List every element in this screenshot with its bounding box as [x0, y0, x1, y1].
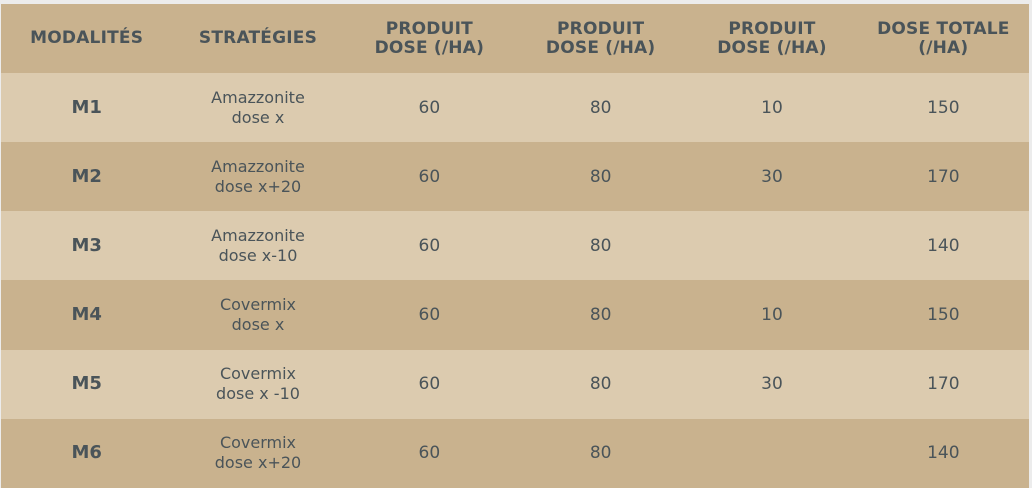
dose-totale-cell: 150 — [857, 280, 1029, 350]
table-row: M3 Amazzonite dose x-10 60 80 140 — [1, 211, 1029, 281]
table-row: M6 Covermix dose x+20 60 80 140 — [1, 418, 1029, 488]
strategie-dose: dose x — [231, 107, 285, 127]
strategie-cell: Covermix dose x+20 — [172, 418, 344, 488]
strategie-product: Covermix — [219, 364, 297, 384]
strategie-product: Covermix — [219, 295, 297, 315]
produit-3-cell: 30 — [686, 142, 858, 212]
strategie-cell: Covermix dose x — [172, 280, 344, 350]
produit-3-cell: 30 — [686, 349, 858, 419]
produit-2-cell: 80 — [514, 418, 687, 488]
header-produit-2: PRODUIT DOSE (/HA) — [514, 4, 687, 73]
modalite-cell: M1 — [1, 73, 173, 143]
strategie-cell: Amazzonite dose x+20 — [172, 142, 344, 212]
modalite-cell: M3 — [1, 211, 173, 281]
table-row: M4 Covermix dose x 60 80 10 150 — [1, 280, 1029, 350]
produit-1-cell: 60 — [343, 142, 515, 212]
strategie-dose: dose x-10 — [218, 245, 298, 265]
strategie-cell: Covermix dose x -10 — [172, 349, 344, 419]
produit-2-cell: 80 — [514, 142, 687, 212]
produit-1-cell: 60 — [343, 349, 515, 419]
modalite-cell: M4 — [1, 280, 173, 350]
dose-totale-cell: 140 — [857, 418, 1029, 488]
dose-totale-cell: 170 — [857, 349, 1029, 419]
produit-2-cell: 80 — [514, 73, 687, 143]
header-produit-1: PRODUIT DOSE (/HA) — [343, 4, 515, 73]
table-row: M5 Covermix dose x -10 60 80 30 170 — [1, 349, 1029, 419]
strategie-dose: dose x -10 — [216, 384, 300, 404]
header-produit-3: PRODUIT DOSE (/HA) — [686, 4, 858, 73]
modalite-cell: M6 — [1, 418, 173, 488]
dose-totale-cell: 140 — [857, 211, 1029, 281]
strategie-product: Amazzonite — [211, 225, 305, 245]
produit-3-cell — [686, 211, 858, 281]
dose-table: MODALITÉS STRATÉGIES PRODUIT DOSE (/HA) … — [1, 4, 1029, 488]
table-row: M2 Amazzonite dose x+20 60 80 30 170 — [1, 142, 1029, 212]
header-modalites: MODALITÉS — [1, 4, 173, 73]
produit-1-cell: 60 — [343, 280, 515, 350]
produit-3-cell: 10 — [686, 73, 858, 143]
strategie-dose: dose x+20 — [214, 453, 302, 473]
produit-3-cell — [686, 418, 858, 488]
modalite-cell: M5 — [1, 349, 173, 419]
produit-3-cell: 10 — [686, 280, 858, 350]
header-row: MODALITÉS STRATÉGIES PRODUIT DOSE (/HA) … — [1, 4, 1029, 73]
produit-1-cell: 60 — [343, 211, 515, 281]
produit-2-cell: 80 — [514, 280, 687, 350]
strategie-product: Amazzonite — [211, 156, 305, 176]
modalite-cell: M2 — [1, 142, 173, 212]
dose-totale-cell: 150 — [857, 73, 1029, 143]
header-dose-totale: DOSE TOTALE (/HA) — [857, 4, 1029, 73]
produit-1-cell: 60 — [343, 73, 515, 143]
strategie-cell: Amazzonite dose x — [172, 73, 344, 143]
produit-2-cell: 80 — [514, 211, 687, 281]
strategie-product: Amazzonite — [211, 87, 305, 107]
strategie-dose: dose x+20 — [214, 176, 302, 196]
strategie-cell: Amazzonite dose x-10 — [172, 211, 344, 281]
header-strategies: STRATÉGIES — [172, 4, 344, 73]
dose-totale-cell: 170 — [857, 142, 1029, 212]
produit-2-cell: 80 — [514, 349, 687, 419]
strategie-dose: dose x — [231, 315, 285, 335]
produit-1-cell: 60 — [343, 418, 515, 488]
strategie-product: Covermix — [219, 433, 297, 453]
table-row: M1 Amazzonite dose x 60 80 10 150 — [1, 73, 1029, 143]
